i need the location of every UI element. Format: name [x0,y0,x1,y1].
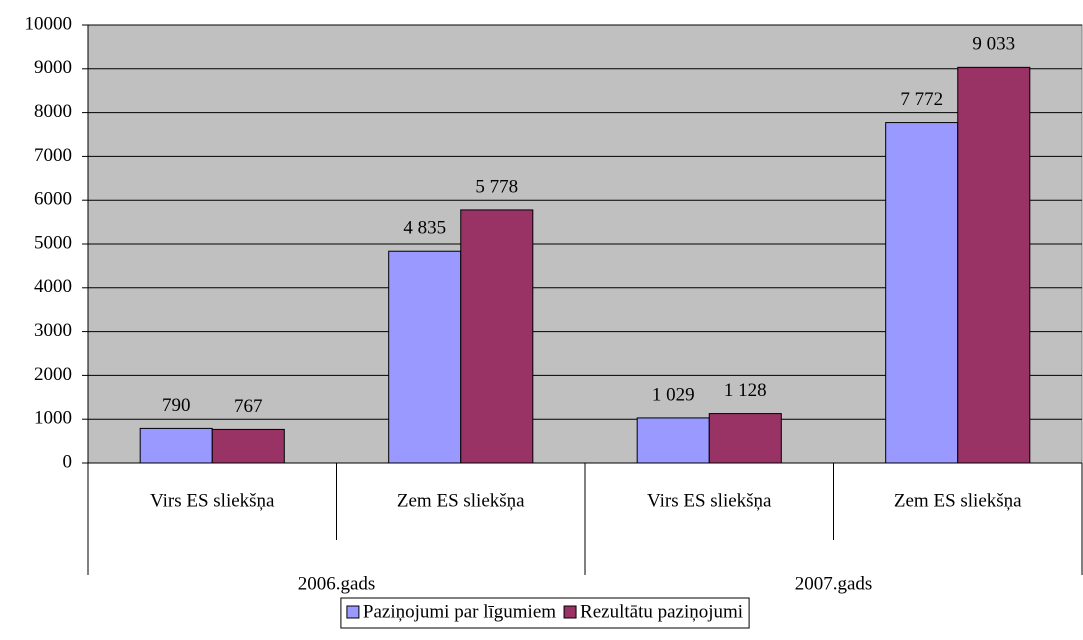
y-tick-label: 6000 [34,189,72,210]
y-tick-label: 8000 [34,101,72,122]
data-label: 4 835 [403,218,446,239]
data-label: 790 [162,395,191,416]
bar [957,66,1031,464]
bar [460,209,534,464]
y-tick-label: 0 [63,451,73,472]
x-tick-label: Zem ES sliekšņa [894,490,1022,511]
bar [211,428,285,464]
y-tick-label: 1000 [34,408,72,429]
legend: Paziņojumi par līgumiem Rezultātu paziņoj… [340,597,750,629]
y-tick-label: 9000 [34,57,72,78]
bar [139,427,213,464]
legend-label: Paziņojumi par līgumiem [363,601,556,622]
group-label: 2007.gads [795,573,873,594]
bar [885,122,959,464]
y-tick-label: 3000 [34,320,72,341]
data-label: 1 029 [652,384,695,405]
legend-box [340,597,750,629]
y-tick-label: 7000 [34,145,72,166]
bar [636,417,710,464]
bar [708,413,782,464]
y-tick-label: 5000 [34,232,72,253]
bar [388,250,462,464]
legend-swatch [346,605,360,619]
group-label: 2006.gads [298,573,376,594]
data-label: 1 128 [724,380,767,401]
x-tick-label: Virs ES sliekšņa [150,490,275,511]
legend-swatch [563,605,577,619]
y-tick-label: 10000 [25,13,73,34]
y-tick-label: 4000 [34,276,72,297]
x-tick-label: Zem ES sliekšņa [397,490,525,511]
data-label: 7 772 [900,89,943,110]
x-tick-label: Virs ES sliekšņa [647,490,772,511]
data-label: 767 [234,396,263,417]
y-tick-label: 2000 [34,364,72,385]
data-label: 9 033 [972,34,1015,55]
legend-label: Rezultātu paziņojumi [580,601,743,622]
data-label: 5 778 [475,176,518,197]
